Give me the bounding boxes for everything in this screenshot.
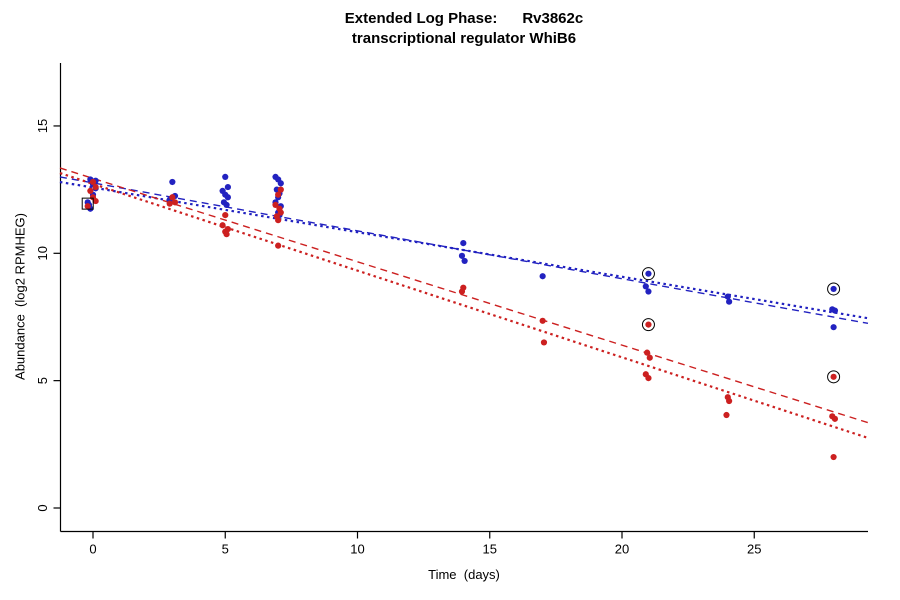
x-tick-label: 20 — [615, 542, 629, 557]
red-point — [723, 411, 730, 419]
red-point — [219, 222, 226, 229]
blue-point — [169, 178, 176, 186]
red-point — [645, 375, 652, 382]
blue-point — [223, 201, 230, 209]
x-tick-label: 25 — [747, 542, 761, 557]
blue-point — [724, 293, 731, 300]
red-trend-line — [59, 172, 869, 440]
x-tick-label: 10 — [350, 542, 364, 557]
red-point — [645, 321, 652, 328]
x-tick-label: 5 — [222, 542, 229, 557]
red-point — [831, 415, 839, 422]
outlier-circle-marker — [641, 267, 655, 281]
red-trend-line — [59, 167, 869, 424]
blue-point — [831, 307, 839, 314]
blue-trend-line — [59, 180, 869, 320]
outlier-circle-marker — [641, 318, 655, 332]
red-point — [84, 203, 91, 210]
blue-point — [645, 270, 652, 277]
y-tick-label: 5 — [35, 377, 50, 384]
red-point — [171, 199, 179, 206]
red-point — [87, 187, 94, 194]
x-tick-label: 15 — [483, 542, 497, 557]
blue-point — [222, 173, 229, 180]
red-point — [92, 183, 99, 191]
red-point — [166, 200, 173, 207]
red-point — [539, 317, 546, 324]
red-point — [540, 339, 548, 346]
blue-point — [539, 273, 546, 280]
blue-point — [224, 183, 231, 191]
blue-point — [726, 298, 733, 305]
red-point — [277, 209, 284, 216]
red-point — [169, 194, 176, 201]
red-point — [275, 217, 282, 224]
y-tick-label: 0 — [35, 504, 50, 511]
blue-point — [277, 180, 284, 187]
red-point — [222, 211, 229, 219]
red-point — [277, 186, 284, 193]
blue-point — [224, 194, 231, 201]
red-point — [275, 242, 282, 249]
red-point — [272, 201, 279, 209]
red-point — [646, 354, 653, 361]
red-point — [92, 197, 99, 205]
red-point — [830, 373, 837, 380]
blue-point — [830, 285, 837, 293]
outlier-circle-marker — [827, 370, 841, 384]
red-point — [726, 397, 733, 405]
blue-point — [830, 324, 837, 331]
x-tick-label: 0 — [89, 542, 96, 557]
red-point — [89, 178, 97, 186]
y-tick-label: 15 — [35, 119, 50, 133]
chart-title: Extended Log Phase: Rv3862c — [344, 10, 584, 27]
x-axis-label: Time (days) — [428, 567, 500, 582]
y-tick-label: 10 — [35, 246, 50, 260]
blue-point — [461, 257, 468, 265]
red-point — [275, 191, 282, 198]
red-point — [458, 288, 466, 295]
blue-point — [460, 240, 467, 247]
outlier-square-marker — [81, 197, 94, 210]
blue-point — [458, 252, 466, 259]
blue-point — [645, 288, 652, 295]
blue-point — [642, 283, 649, 290]
red-point — [830, 453, 837, 461]
chart-subtitle: transcriptional regulator WhiB6 — [351, 30, 577, 47]
red-point — [644, 349, 651, 356]
red-point — [223, 231, 230, 238]
outlier-circle-marker — [827, 282, 841, 296]
